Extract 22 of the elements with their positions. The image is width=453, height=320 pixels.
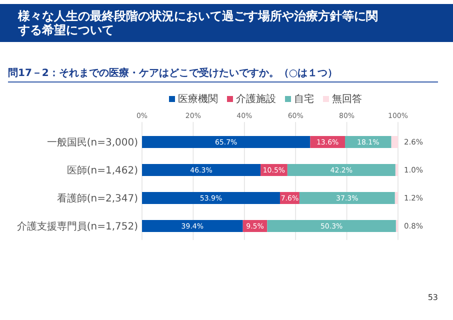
legend-label: 医療機関 <box>178 93 218 105</box>
chart-subtitle: 問17－2：それまでの医療・ケアはどこで受けたいですか。（○は１つ） <box>8 67 338 79</box>
bar <box>395 164 398 176</box>
bar <box>142 220 243 232</box>
text: 53 <box>428 293 438 302</box>
bar <box>142 164 261 176</box>
bar <box>345 136 392 148</box>
bar <box>394 192 398 204</box>
bar <box>391 136 398 148</box>
legend-label: 介護施設 <box>236 93 276 105</box>
bar <box>267 220 396 232</box>
y-tick-label: 介護支援専門員(n=1,752) <box>16 220 138 232</box>
bar <box>142 136 310 148</box>
legend-label: 自宅 <box>294 93 314 105</box>
y-tick-label: 医師(n=1,462) <box>66 164 138 176</box>
y-tick-label: 一般国民(n=3,000) <box>46 138 138 148</box>
legend-label: 無回答 <box>332 93 362 105</box>
bar <box>299 192 395 204</box>
bar <box>287 164 396 176</box>
y-tick-label: 看護師(n=2,347) <box>56 192 138 204</box>
bar <box>142 192 280 204</box>
chart-title: 様々な人生の最終段階の状況において過ごす場所や治療方針等に関する希望について <box>17 9 378 37</box>
